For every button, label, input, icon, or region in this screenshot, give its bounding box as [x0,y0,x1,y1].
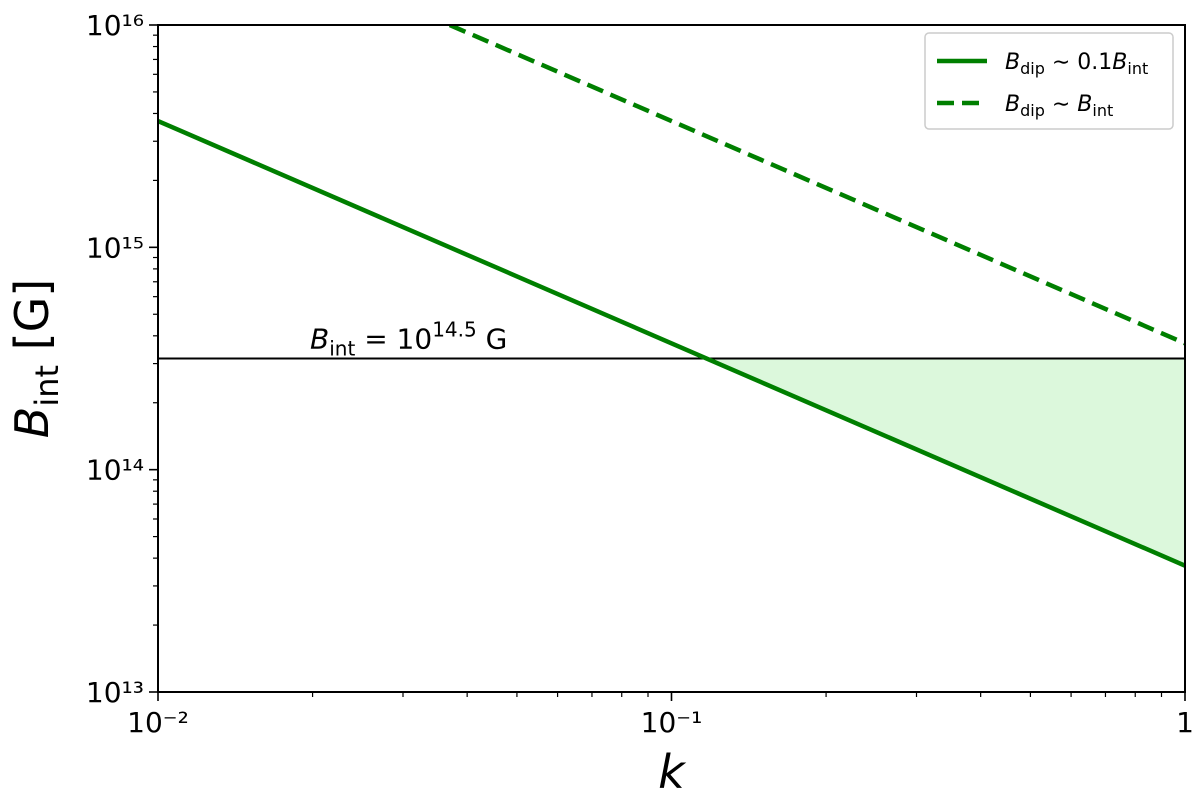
annotation-sub: int [329,337,355,361]
y-label-sub: int [28,365,66,407]
annotation: Bint = 1014.5 G [310,318,507,361]
y-tick-label: 10¹³ [86,676,144,709]
legend-text-part: ∼ [1045,92,1077,117]
legend-text-part: int [1092,101,1113,120]
legend-label: Bdip ∼ Bint [1005,92,1113,120]
legend-text-part: dip [1020,101,1045,120]
x-tick-label: 10⁻¹ [641,706,703,739]
data-line [158,118,1185,568]
legend-box [924,32,1174,130]
annotation-unit: G [477,323,508,356]
legend-text-part: int [1127,59,1148,78]
x-tick-label: 1 [1176,706,1194,739]
y-tick-label: 10¹⁵ [86,231,144,264]
y-axis-label: Bint [G] [5,279,66,438]
annotation-sup: 14.5 [432,318,477,342]
data-line [448,25,1185,346]
annotation-eq: = 10 [355,323,432,356]
legend-text-part: B [1077,92,1092,117]
y-tick-label: 10¹⁶ [86,9,144,42]
x-axis-label: k [658,745,687,797]
legend-text-part: B [1112,50,1127,75]
legend-label: Bdip ∼ 0.1Bint [1005,50,1148,78]
legend-text-part: B [1005,50,1020,75]
x-tick-label: 10⁻² [127,706,189,739]
legend-text-part: B [1005,92,1020,117]
legend-text-part: dip [1020,59,1045,78]
annotation-b: B [310,323,329,356]
y-label-main: B [5,407,59,439]
y-label-unit: [G] [5,279,59,365]
legend-text-part: ∼ 0.1 [1045,50,1112,75]
y-tick-label: 10¹⁴ [86,454,144,487]
